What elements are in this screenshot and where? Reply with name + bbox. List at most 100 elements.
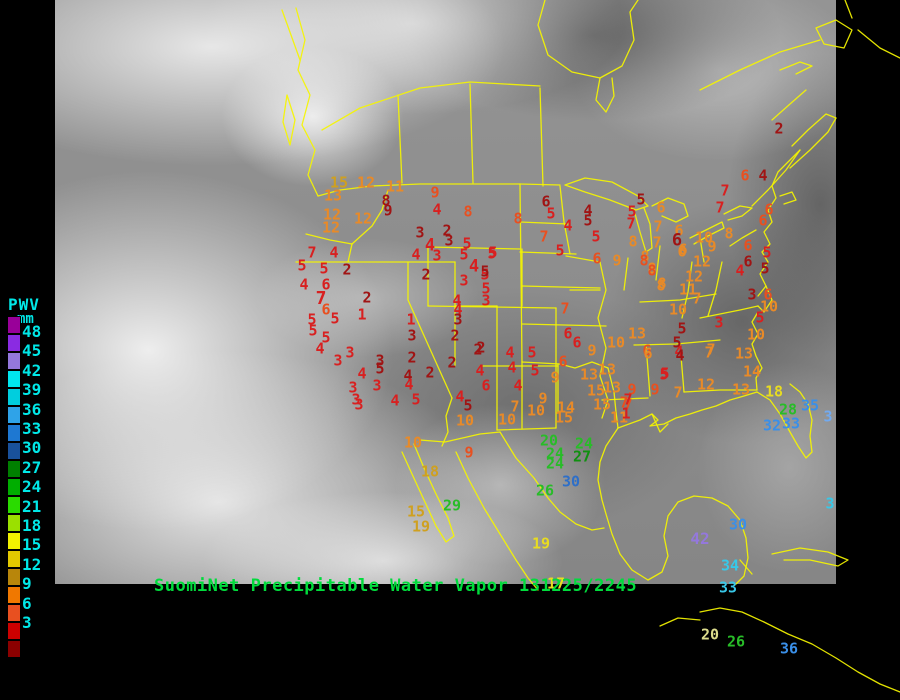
station-value: 33 — [718, 578, 738, 597]
station-value: 7 — [692, 289, 702, 308]
legend-value: 9 — [22, 574, 32, 594]
station-value: 34 — [720, 556, 740, 575]
station-value: 5 — [677, 319, 687, 338]
station-value: 2 — [362, 288, 372, 307]
station-value: 15 — [554, 408, 574, 427]
station-value: 5 — [308, 321, 318, 340]
station-value: 5 — [463, 396, 473, 415]
station-value: 8 — [657, 274, 667, 293]
station-value: 7 — [315, 288, 327, 309]
legend-swatch — [7, 496, 21, 514]
station-value: 6 — [642, 341, 652, 360]
station-value: 2 — [447, 353, 457, 372]
station-value: 5 — [627, 202, 637, 221]
station-value: 1 — [406, 310, 416, 329]
station-value: 4 — [453, 300, 463, 319]
station-value: 8 — [647, 261, 657, 280]
legend-value: 3 — [22, 613, 32, 632]
station-value: 4 — [563, 216, 573, 235]
legend-value: 12 — [22, 554, 42, 574]
station-value: 5 — [480, 262, 490, 281]
station-value: 5 — [319, 259, 329, 278]
station-value: 2 — [425, 363, 435, 382]
station-value: 9 — [707, 237, 717, 256]
station-value: 6 — [643, 344, 653, 363]
station-value: 5 — [755, 308, 765, 327]
station-value: 26 — [726, 632, 746, 651]
station-value: 7 — [673, 383, 683, 402]
legend-value: 21 — [22, 496, 42, 516]
station-value: 4 — [390, 391, 400, 410]
station-value: 7 — [653, 217, 663, 236]
station-value: 10 — [759, 297, 779, 316]
station-value: 3 — [348, 378, 358, 397]
station-value: 12 — [356, 173, 376, 192]
station-value: 7 — [704, 343, 714, 362]
station-value: 11 — [609, 408, 629, 427]
legend-swatch — [7, 316, 21, 334]
station-value: 4 — [475, 361, 485, 380]
legend-swatch — [7, 550, 21, 568]
legend-value: 30 — [22, 438, 42, 458]
station-value: 30 — [561, 472, 581, 491]
station-value: 13 — [627, 324, 647, 343]
station-value: 8 — [647, 259, 657, 278]
station-value: 4 — [507, 358, 517, 377]
station-value: 13 — [597, 360, 617, 379]
station-value: 18 — [764, 382, 784, 401]
station-value: 5 — [375, 359, 385, 378]
station-value: 11 — [385, 177, 405, 196]
station-value: 14 — [556, 398, 576, 417]
station-value: 8 — [628, 232, 638, 251]
station-value: 7 — [619, 393, 629, 412]
station-value: 7 — [720, 181, 730, 200]
station-value: 5 — [762, 243, 772, 262]
station-value: 19 — [411, 517, 431, 536]
station-value: 6 — [743, 236, 753, 255]
station-value: 3 — [333, 351, 343, 370]
station-value: 18 — [420, 462, 440, 481]
station-value: 4 — [675, 346, 685, 365]
legend-value: 39 — [22, 380, 42, 400]
station-value: 6 — [677, 242, 687, 261]
station-value: 7 — [539, 227, 549, 246]
station-value: 3 — [375, 351, 385, 370]
station-value: 2 — [421, 265, 431, 284]
station-value: 27 — [572, 447, 592, 466]
station-value: 5 — [555, 241, 565, 260]
station-value: 1 — [621, 404, 631, 423]
station-value: 24 — [545, 444, 565, 463]
station-value: 6 — [592, 249, 602, 268]
station-value: 9 — [587, 341, 597, 360]
station-value: 3 — [351, 390, 361, 409]
station-value: 3 — [714, 313, 724, 332]
station-value: 12 — [321, 218, 341, 237]
station-value: 3 — [747, 285, 757, 304]
station-value: 24 — [545, 454, 565, 473]
station-value: 11 — [678, 280, 698, 299]
station-value: 3 — [459, 271, 469, 290]
station-value: 2 — [442, 221, 452, 240]
station-value: 3 — [444, 231, 454, 250]
station-value: 15 — [406, 502, 426, 521]
station-value: 5 — [488, 243, 498, 262]
legend-swatch — [7, 352, 21, 370]
station-value: 5 — [321, 328, 331, 347]
station-value: 10 — [455, 411, 475, 430]
station-value: 10 — [403, 433, 423, 452]
station-value: 5 — [530, 361, 540, 380]
station-value: 4 — [299, 275, 309, 294]
station-value: 4 — [411, 245, 421, 264]
station-value: 8 — [639, 251, 649, 270]
station-value: 4 — [735, 261, 745, 280]
station-value: 8 — [381, 191, 391, 210]
station-value: 10 — [746, 325, 766, 344]
satellite-image — [55, 0, 836, 584]
station-value: 6 — [758, 211, 768, 230]
station-value: 42 — [690, 529, 710, 548]
station-value: 24 — [574, 434, 594, 453]
legend-swatch — [7, 406, 21, 424]
legend-unit: mm — [17, 311, 34, 327]
station-value: 36 — [779, 639, 799, 658]
station-value: 5 — [462, 234, 472, 253]
